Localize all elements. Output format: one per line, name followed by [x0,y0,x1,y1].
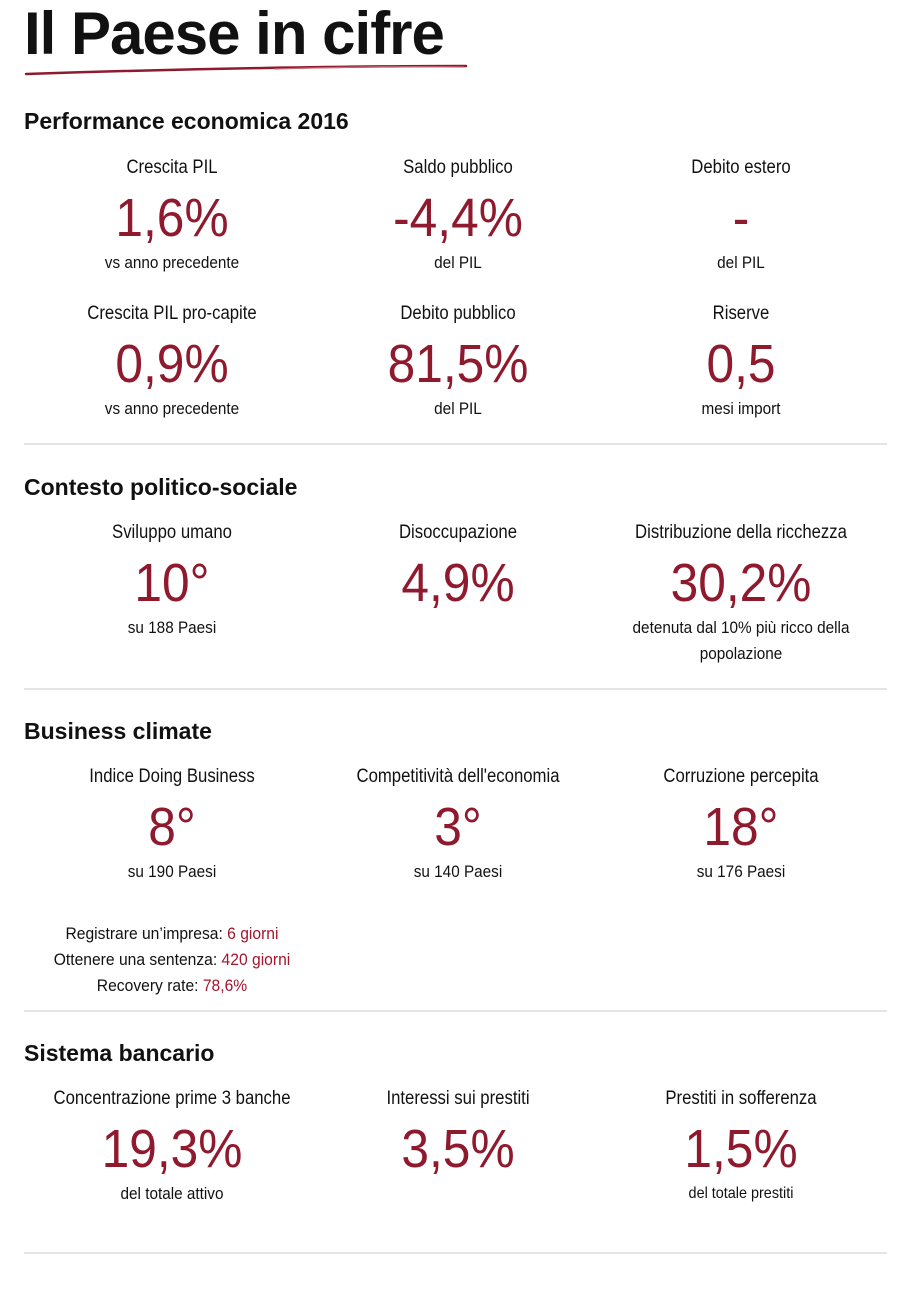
stat-competitivita: Competitività dell'economia 3° su 140 Pa… [308,765,608,885]
stat-value: 0,9% [115,334,229,394]
section-title-bancario: Sistema bancario [24,1040,215,1066]
detail-line: Registrare un’impresa: 6 giorni [34,921,310,947]
stat-sub: su 188 Paesi [127,618,217,637]
stat-distribuzione-ricchezza: Distribuzione della ricchezza 30,2% dete… [591,521,891,667]
page-title: Il Paese in cifre [24,0,445,67]
stat-sub: del PIL [434,399,482,418]
stat-value: 30,2% [670,553,812,613]
stat-label: Saldo pubblico [403,157,513,178]
stat-value: 0,5 [706,334,776,394]
stat-label: Debito pubblico [400,303,516,324]
stat-debito-estero: Debito estero - del PIL [591,156,891,276]
stat-sviluppo-umano: Sviluppo umano 10° su 188 Paesi [22,521,322,641]
stat-sub: vs anno precedente [104,253,240,272]
stat-riserve: Riserve 0,5 mesi import [591,302,891,422]
stat-value: - [732,188,750,248]
detail-value: 6 giorni [227,924,279,943]
title-underline [24,64,468,76]
stat-value: -4,4% [393,188,523,248]
stat-label: Prestiti in sofferenza [665,1088,817,1109]
stat-sub: del PIL [434,253,482,272]
stat-sub: su 176 Paesi [696,862,786,881]
section-divider [24,1252,887,1254]
stat-label: Sviluppo umano [112,522,232,543]
stat-value: 8° [148,797,196,857]
stat-label: Disoccupazione [398,522,518,543]
stat-label: Crescita PIL pro-capite [87,303,257,324]
section-title-business: Business climate [24,718,212,744]
stat-crescita-pil-pro-capite: Crescita PIL pro-capite 0,9% vs anno pre… [22,302,322,422]
stat-value: 4,9% [401,553,515,613]
stat-label: Crescita PIL [126,157,218,178]
section-divider [24,443,887,445]
detail-value: 78,6% [202,976,248,995]
stat-crescita-pil: Crescita PIL 1,6% vs anno precedente [22,156,322,276]
doing-business-details: Registrare un’impresa: 6 giorni Ottenere… [34,921,310,999]
stat-sub: del totale attivo [120,1184,224,1203]
section-divider [24,1010,887,1012]
stat-sub: del totale prestiti [688,1185,794,1202]
stat-label: Debito estero [691,157,791,178]
stat-label: Interessi sui prestiti [386,1088,530,1109]
detail-value: 420 giorni [221,950,291,969]
stat-sub: detenuta dal 10% più ricco della popolaz… [632,618,850,663]
stat-debito-pubblico: Debito pubblico 81,5% del PIL [308,302,608,422]
stat-label: Distribuzione della ricchezza [635,522,847,543]
stat-value: 1,6% [115,188,229,248]
detail-label: Registrare un’impresa: [65,924,228,943]
stat-disoccupazione: Disoccupazione 4,9% [308,521,608,613]
stat-label: Riserve [712,303,770,324]
stat-corruzione: Corruzione percepita 18° su 176 Paesi [591,765,891,885]
stat-sub: del PIL [717,253,765,272]
stat-prestiti-sofferenza: Prestiti in sofferenza 1,5% del totale p… [591,1087,891,1207]
stat-saldo-pubblico: Saldo pubblico -4,4% del PIL [308,156,608,276]
section-title-performance: Performance economica 2016 [24,108,349,134]
stat-sub: su 190 Paesi [127,862,217,881]
stat-value: 3° [434,797,482,857]
stat-label: Concentrazione prime 3 banche [53,1088,291,1109]
section-title-contesto: Contesto politico-sociale [24,474,298,500]
detail-label: Recovery rate: [96,976,203,995]
stat-value: 10° [134,553,210,613]
stat-label: Corruzione percepita [663,766,819,787]
stat-label: Indice Doing Business [89,766,255,787]
detail-label: Ottenere una sentenza: [53,950,222,969]
stat-value: 18° [703,797,779,857]
detail-line: Recovery rate: 78,6% [34,973,310,999]
stat-value: 1,5% [684,1119,798,1179]
stat-value: 81,5% [387,334,529,394]
stat-concentrazione-banche: Concentrazione prime 3 banche 19,3% del … [22,1087,322,1207]
stat-label: Competitività dell'economia [356,766,560,787]
stat-doing-business: Indice Doing Business 8° su 190 Paesi [22,765,322,885]
stat-sub: su 140 Paesi [413,862,503,881]
stat-value: 3,5% [401,1119,515,1179]
stat-value: 19,3% [101,1119,243,1179]
stat-sub: mesi import [701,399,781,418]
stat-sub: vs anno precedente [104,399,240,418]
section-divider [24,688,887,690]
detail-line: Ottenere una sentenza: 420 giorni [34,947,310,973]
stat-interessi-prestiti: Interessi sui prestiti 3,5% [308,1087,608,1179]
